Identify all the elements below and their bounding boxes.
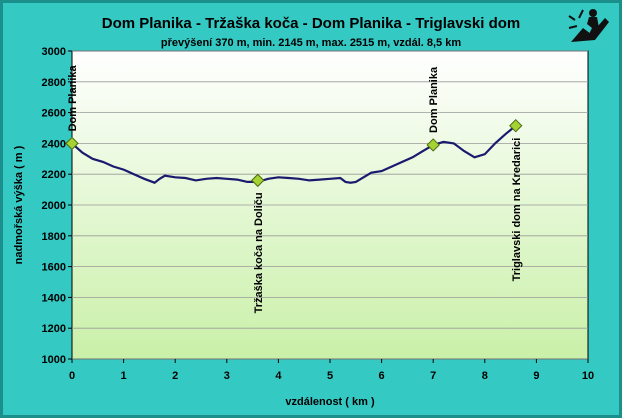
waypoint-label: Dom Planika xyxy=(67,64,79,131)
grid-lines xyxy=(68,50,589,363)
waypoint-marker xyxy=(251,173,265,188)
waypoint-marker xyxy=(426,138,440,152)
x-tick-labels: 0 1 2 3 4 5 6 7 8 9 10 xyxy=(69,370,594,382)
y-tick-label: 2600 xyxy=(42,108,66,120)
x-tick-label: 2 xyxy=(172,370,178,382)
y-tick-label: 1800 xyxy=(42,231,66,243)
waypoint-label: Tržaška koča na Doliču xyxy=(253,192,265,313)
waypoint-marker xyxy=(65,136,79,151)
y-tick-label: 1400 xyxy=(42,292,66,304)
y-tick-label: 1200 xyxy=(42,323,66,335)
x-tick-label: 8 xyxy=(482,370,488,382)
y-tick-label: 1600 xyxy=(42,262,66,274)
waypoint-markers: Dom Planika Tržaška koča na Doliču Dom Pla… xyxy=(65,64,523,313)
y-tick-label: 2400 xyxy=(42,138,66,150)
y-tick-label: 3000 xyxy=(42,46,66,58)
x-tick-label: 5 xyxy=(327,370,333,382)
x-tick-label: 6 xyxy=(379,370,385,382)
x-tick-label: 4 xyxy=(275,370,282,382)
x-tick-label: 0 xyxy=(69,370,75,382)
y-tick-label: 2000 xyxy=(42,200,66,212)
y-axis-label: nadmořská výška ( m ) xyxy=(13,145,25,264)
hiker-icon xyxy=(565,6,611,44)
y-tick-labels: 1000 1200 1400 1600 1800 2000 2200 2400 2600 2800… xyxy=(42,46,66,366)
y-tick-label: 2200 xyxy=(42,169,66,181)
waypoint-label: Dom Planika xyxy=(428,66,440,133)
x-tick-label: 3 xyxy=(224,370,230,382)
chart-subtitle: převýšení 370 m, min. 2145 m, max. 2515 … xyxy=(161,37,461,49)
x-tick-label: 7 xyxy=(430,370,436,382)
waypoint-label: Triglavski dom na Kredarici xyxy=(511,138,523,282)
x-axis-label: vzdálenost ( km ) xyxy=(285,396,375,408)
chart-title: Dom Planika - Tržaška koča - Dom Planika… xyxy=(102,15,520,32)
waypoint-marker xyxy=(509,118,523,133)
x-tick-label: 10 xyxy=(582,370,594,382)
x-tick-label: 9 xyxy=(533,370,539,382)
x-tick-label: 1 xyxy=(121,370,127,382)
y-tick-label: 1000 xyxy=(42,354,66,366)
y-tick-label: 2800 xyxy=(42,77,66,89)
